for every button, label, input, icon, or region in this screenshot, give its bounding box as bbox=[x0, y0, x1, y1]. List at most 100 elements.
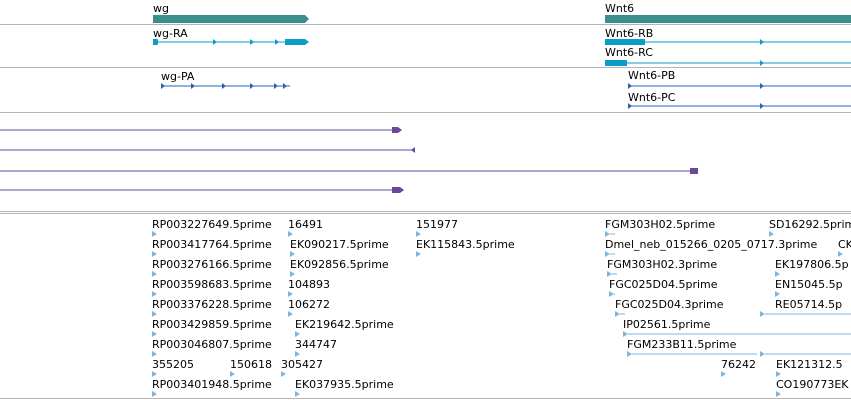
est-label[interactable]: RP003276166.5prime bbox=[152, 258, 272, 271]
est-marker bbox=[230, 371, 235, 377]
gene-bar-wnt6 bbox=[605, 15, 851, 23]
strand-arrow bbox=[250, 39, 254, 45]
est-marker bbox=[152, 391, 157, 397]
est-label[interactable]: RE05714.5p bbox=[775, 298, 843, 311]
est-label[interactable]: CO190773EK bbox=[776, 378, 849, 391]
est-label[interactable]: EK090217.5prime bbox=[290, 238, 389, 251]
est-label[interactable]: RP003376228.5prime bbox=[152, 298, 272, 311]
transcript-label-wnt6-rb[interactable]: Wnt6-RB bbox=[605, 27, 654, 40]
est-label[interactable]: FGC025D04.5prime bbox=[609, 278, 718, 291]
est-marker bbox=[295, 351, 300, 357]
est-marker bbox=[152, 271, 157, 277]
est-marker bbox=[152, 351, 157, 357]
est-marker bbox=[290, 251, 295, 257]
est-label[interactable]: EK037935.5prime bbox=[295, 378, 394, 391]
track-divider bbox=[0, 213, 851, 214]
est-label[interactable]: Dmel_neb_015266_0205_0717.3prime bbox=[605, 238, 818, 251]
est-marker bbox=[290, 271, 295, 277]
est-label[interactable]: RP003429859.5prime bbox=[152, 318, 272, 331]
track-divider bbox=[0, 112, 851, 113]
est-marker bbox=[776, 391, 781, 397]
est-label[interactable]: RP003227649.5prime bbox=[152, 218, 272, 231]
est-marker bbox=[721, 371, 726, 377]
track-divider bbox=[0, 211, 851, 212]
alignment-end bbox=[392, 127, 402, 133]
strand-arrow bbox=[213, 39, 217, 45]
track-divider bbox=[0, 398, 851, 399]
est-label[interactable]: FGM233B11.5prime bbox=[627, 338, 737, 351]
exon-wnt6-rb bbox=[605, 39, 645, 45]
est-marker bbox=[605, 231, 610, 237]
protein-label-wnt6-pc[interactable]: Wnt6-PC bbox=[628, 91, 676, 104]
est-label[interactable]: 16491 bbox=[288, 218, 323, 231]
protein-label-wnt6-pb[interactable]: Wnt6-PB bbox=[628, 69, 676, 82]
est-label[interactable]: FGM303H02.5prime bbox=[605, 218, 716, 231]
est-label[interactable]: 150618 bbox=[230, 358, 272, 371]
est-marker bbox=[775, 291, 780, 297]
est-marker bbox=[288, 311, 293, 317]
est-marker bbox=[760, 311, 765, 317]
est-label[interactable]: 104893 bbox=[288, 278, 330, 291]
protein-label-wg-pa[interactable]: wg-PA bbox=[161, 70, 195, 83]
est-label[interactable]: 344747 bbox=[295, 338, 337, 351]
est-label[interactable]: EN15045.5p bbox=[775, 278, 843, 291]
alignment-end bbox=[411, 147, 415, 153]
est-label[interactable]: 355205 bbox=[152, 358, 194, 371]
strand-arrow bbox=[275, 39, 279, 45]
alignment-end bbox=[392, 187, 404, 193]
strand-arrow bbox=[760, 60, 764, 66]
gene-bar-wg bbox=[153, 15, 309, 23]
est-label[interactable]: IP02561.5prime bbox=[623, 318, 711, 331]
est-marker bbox=[416, 251, 421, 257]
est-label[interactable]: 305427 bbox=[281, 358, 323, 371]
est-label[interactable]: EK121312.5 bbox=[776, 358, 843, 371]
strand-arrow bbox=[760, 83, 764, 89]
est-label[interactable]: FGM303H02.3prime bbox=[607, 258, 718, 271]
strand-arrow bbox=[191, 83, 195, 89]
strand-arrow bbox=[222, 83, 226, 89]
est-marker bbox=[295, 331, 300, 337]
est-marker bbox=[623, 331, 628, 337]
est-label[interactable]: RP003417764.5prime bbox=[152, 238, 272, 251]
strand-arrow bbox=[274, 83, 278, 89]
est-label[interactable]: SD16292.5prime bbox=[769, 218, 851, 231]
strand-arrow bbox=[760, 103, 764, 109]
est-label[interactable]: EK092856.5prime bbox=[290, 258, 389, 271]
est-label[interactable]: 151977 bbox=[416, 218, 458, 231]
strand-arrow bbox=[161, 83, 165, 89]
transcript-label-wg-ra[interactable]: wg-RA bbox=[153, 27, 188, 40]
est-marker bbox=[607, 271, 612, 277]
gene-label-wnt6[interactable]: Wnt6 bbox=[605, 2, 635, 15]
gene-label-wg[interactable]: wg bbox=[153, 2, 169, 15]
est-marker bbox=[627, 351, 632, 357]
est-label[interactable]: RP003598683.5prime bbox=[152, 278, 272, 291]
est-label[interactable]: RP003401948.5prime bbox=[152, 378, 272, 391]
track-divider bbox=[0, 24, 851, 25]
est-label[interactable]: 106272 bbox=[288, 298, 330, 311]
est-marker bbox=[152, 291, 157, 297]
est-label[interactable]: 76242 bbox=[721, 358, 756, 371]
est-label[interactable]: FGC025D04.3prime bbox=[615, 298, 724, 311]
est-label[interactable]: EK197806.5p bbox=[775, 258, 849, 271]
est-marker bbox=[152, 251, 157, 257]
est-marker bbox=[281, 371, 286, 377]
exon-wg-ra-end bbox=[285, 39, 309, 45]
est-marker bbox=[605, 251, 610, 257]
exon-wg-ra bbox=[153, 39, 157, 45]
est-label[interactable]: CK bbox=[838, 238, 851, 251]
est-marker bbox=[775, 271, 780, 277]
strand-arrow bbox=[760, 39, 764, 45]
est-marker bbox=[776, 371, 781, 377]
est-label[interactable]: EK219642.5prime bbox=[295, 318, 394, 331]
transcript-label-wnt6-rc[interactable]: Wnt6-RC bbox=[605, 46, 653, 59]
est-marker bbox=[760, 351, 765, 357]
strand-arrow bbox=[628, 83, 632, 89]
est-marker bbox=[152, 331, 157, 337]
est-label[interactable]: EK115843.5prime bbox=[416, 238, 515, 251]
est-marker bbox=[288, 291, 293, 297]
track-divider bbox=[0, 67, 851, 68]
alignment-end bbox=[690, 168, 698, 174]
est-label[interactable]: RP003046807.5prime bbox=[152, 338, 272, 351]
est-marker bbox=[152, 311, 157, 317]
